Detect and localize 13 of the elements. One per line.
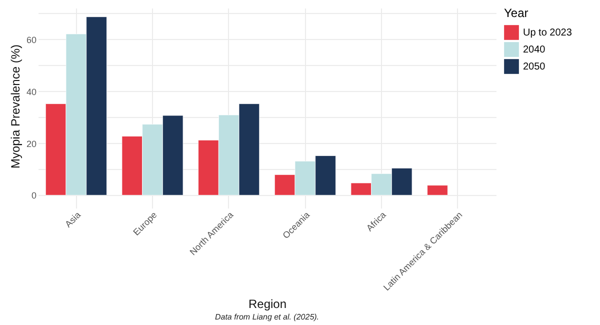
x-tick-label: Asia [63,210,83,230]
bar [427,185,448,196]
legend-label: 2050 [523,62,546,72]
y-axis-title: Myopia Prevalence (%) [8,44,22,169]
x-axis-title: Region [248,296,287,311]
text: Data from Liang et al. (2025). [214,312,320,322]
legend-title: Year [504,6,528,20]
y-tick-label: 40 [26,86,36,97]
legend-label: Up to 2023 [523,28,572,38]
y-tick-label: 0 [31,190,36,201]
legend-label: 2040 [523,44,546,56]
y-tick-label: 60 [26,34,36,45]
y-tick-label: 20 [26,138,36,149]
